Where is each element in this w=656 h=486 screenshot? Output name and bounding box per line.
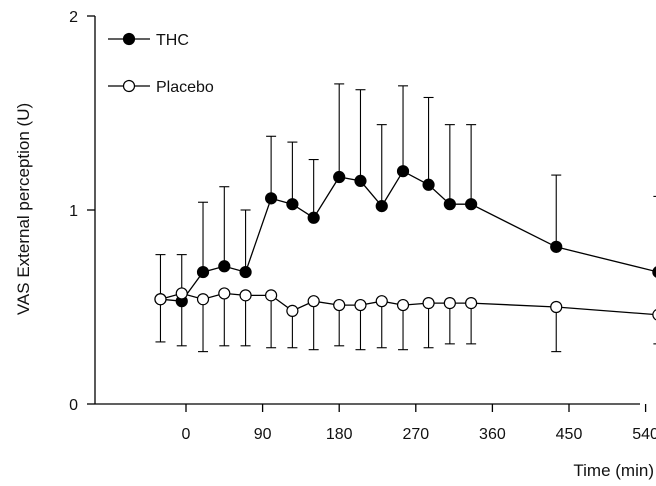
x-tick-label: 540	[632, 426, 656, 443]
placebo-point	[465, 297, 478, 310]
axes: 0 1 2 0 90 180 270 360 450 540	[69, 9, 656, 443]
x-axis-title: Time (min)	[573, 461, 654, 480]
x-tick-label: 90	[254, 426, 272, 443]
y-tick-label: 1	[69, 203, 78, 220]
placebo-point	[443, 297, 456, 310]
x-tick-label: 360	[479, 426, 506, 443]
thc-point	[354, 174, 367, 187]
thc-point	[239, 265, 252, 279]
placebo-point	[422, 297, 435, 310]
thc-point	[443, 198, 456, 211]
placebo-point	[286, 304, 299, 317]
x-tick-label: 180	[326, 426, 353, 443]
thc-point	[286, 198, 299, 211]
thc-point	[196, 265, 210, 279]
thc-point	[265, 192, 278, 205]
placebo-point	[307, 295, 320, 308]
legend: THC Placebo	[108, 32, 214, 96]
placebo-point	[154, 293, 167, 306]
y-tick-label: 2	[69, 9, 78, 26]
thc-point	[307, 211, 320, 224]
x-tick-label: 0	[182, 426, 191, 443]
thc-point	[218, 260, 231, 273]
thc-point	[465, 198, 478, 211]
x-tick-label: 450	[556, 426, 583, 443]
error-bars	[155, 83, 656, 353]
thc-point	[652, 266, 656, 278]
placebo-point	[196, 293, 210, 306]
placebo-point	[265, 289, 278, 302]
thc-point	[422, 178, 435, 191]
y-axis-title: VAS External perception (U)	[14, 103, 33, 315]
placebo-point	[354, 298, 367, 312]
placebo-point	[175, 287, 188, 300]
thc-point	[550, 240, 563, 253]
placebo-point	[652, 309, 656, 321]
legend-placebo-marker	[122, 79, 136, 93]
legend-thc-label: THC	[156, 32, 189, 49]
placebo-point	[396, 298, 410, 312]
placebo-point	[375, 295, 388, 308]
y-tick-label: 0	[69, 397, 78, 414]
thc-point	[396, 165, 410, 178]
x-tick-label: 270	[402, 426, 429, 443]
thc-series-line	[160, 170, 656, 302]
series-lines	[160, 170, 656, 316]
data-points	[154, 165, 656, 321]
legend-placebo-label: Placebo	[156, 79, 214, 96]
thc-point	[375, 200, 388, 213]
placebo-point	[550, 300, 563, 314]
thc-point	[333, 170, 346, 184]
placebo-point	[218, 287, 231, 300]
legend-thc-marker	[122, 32, 136, 46]
placebo-point	[239, 289, 252, 302]
placebo-point	[333, 298, 346, 312]
